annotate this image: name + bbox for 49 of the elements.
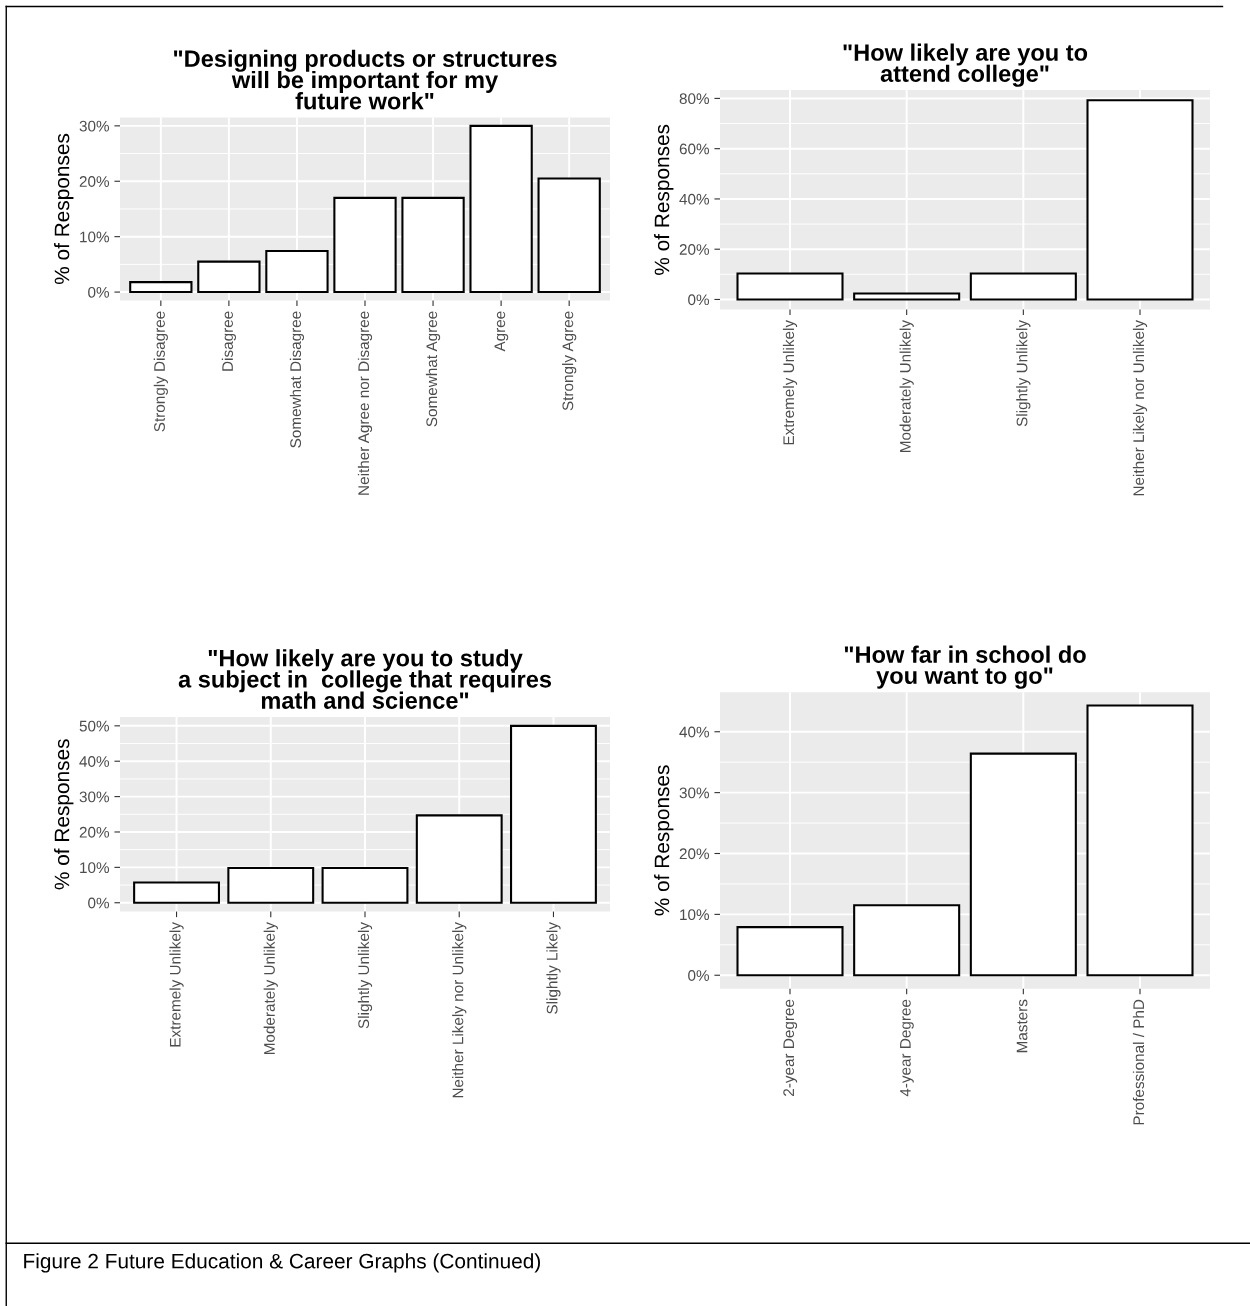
y-tick-label: 20% <box>79 826 110 838</box>
x-tick-label: Extremely Unlikely <box>169 922 184 1047</box>
y-tick-label: 40% <box>679 726 710 738</box>
y-tick-label: 10% <box>80 231 110 243</box>
y-tick-label: 50% <box>79 720 110 732</box>
y-axis-title: % of Responses <box>654 765 674 916</box>
x-tick-label: Somewhat Agree <box>425 311 441 427</box>
y-axis-title: % of Responses <box>54 739 74 890</box>
y-tick-label: 20% <box>79 176 110 187</box>
y-tick-label: 10% <box>680 909 710 921</box>
x-tick-label: Somewhat Disagree <box>289 311 305 448</box>
y-tick-label: 0% <box>88 897 110 909</box>
x-tick-label: Neither Agree nor Disagree <box>357 311 373 495</box>
y-tick-label: 20% <box>679 848 710 860</box>
x-tick-label: Strongly Disagree <box>153 311 168 432</box>
chart-title: "How far in school do you want to go" <box>844 645 1086 689</box>
x-tick-label: Slightly Unlikely <box>1016 319 1031 427</box>
x-tick-label: Neither Likely nor Unlikely <box>452 922 467 1098</box>
chart-title: "Designing products or structures will be important for my future work" <box>174 49 557 110</box>
x-tick-label: Masters <box>1016 999 1028 1053</box>
x-tick-label: Moderately Unlikely <box>263 922 278 1055</box>
x-tick-label: Slightly Unlikely <box>357 922 373 1029</box>
y-tick-label: 30% <box>79 120 110 132</box>
y-axis-title: % of Responses <box>654 124 674 275</box>
y-tick-label: 10% <box>80 862 110 874</box>
y-tick-label: 60% <box>679 143 710 155</box>
x-tick-label: Professional / PhD <box>1132 999 1145 1125</box>
y-tick-label: 40% <box>679 193 710 205</box>
y-tick-label: 0% <box>88 286 110 298</box>
x-tick-label: Agree <box>494 311 509 352</box>
x-tick-label: Neither Likely nor Unlikely <box>1132 319 1148 496</box>
x-tick-label: Disagree <box>221 311 237 371</box>
y-tick-label: 80% <box>679 93 710 105</box>
caption: Figure 2 Future Education & Career Graphs (Continued) <box>24 1253 540 1273</box>
x-tick-label: Strongly Agree <box>562 311 577 411</box>
y-tick-label: 20% <box>679 244 710 255</box>
y-tick-label: 0% <box>688 970 710 981</box>
y-tick-label: 30% <box>79 791 110 803</box>
x-tick-label: Moderately Unlikely <box>899 319 914 452</box>
y-tick-label: 30% <box>679 787 710 799</box>
x-tick-label: 4-year Degree <box>900 999 914 1097</box>
chart-title: "How likely are you to study a subject in college that requires math and science" <box>178 649 552 709</box>
y-axis-title: % of Responses <box>54 133 74 285</box>
x-tick-label: 2-year Degree <box>783 999 798 1096</box>
y-tick-label: 0% <box>688 294 710 306</box>
x-tick-label: Extremely Unlikely <box>782 319 798 445</box>
y-tick-label: 40% <box>79 756 110 767</box>
chart-title: "How likely are you to attend college" <box>843 43 1088 87</box>
x-tick-label: Slightly Likely <box>546 922 561 1014</box>
